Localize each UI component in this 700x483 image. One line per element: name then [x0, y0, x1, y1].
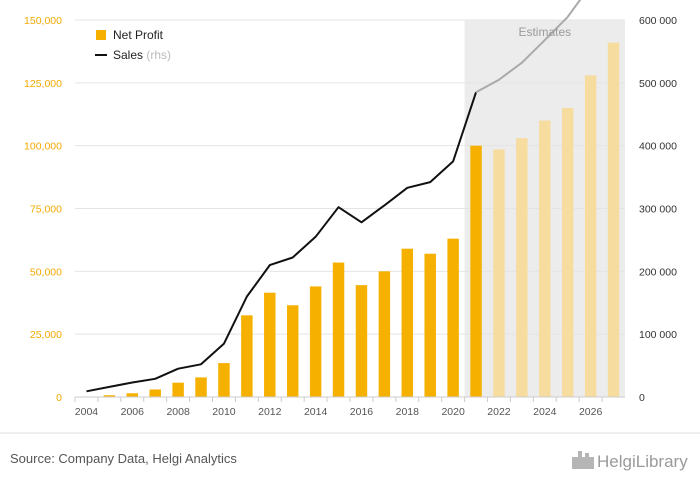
net-profit-bar — [126, 393, 139, 397]
legend-sales-suffix: (rhs) — [146, 48, 171, 62]
right-axis-tick-label: 400 000 — [639, 141, 677, 153]
net-profit-bar — [355, 285, 368, 397]
x-axis-tick-label: 2004 — [75, 406, 99, 418]
left-axis-tick-label: 75,000 — [30, 204, 62, 216]
logo-icon-tower-2 — [585, 453, 589, 457]
x-axis-tick-label: 2024 — [533, 406, 557, 418]
net-profit-bar — [241, 315, 253, 397]
net-profit-bar — [561, 107, 574, 397]
net-profit-bar — [493, 149, 505, 397]
x-axis-tick-label: 2006 — [121, 406, 145, 418]
net-profit-bar — [401, 248, 414, 397]
right-axis-tick-label: 300 000 — [639, 204, 677, 216]
legend-sales-label: Sales (rhs) — [113, 48, 171, 62]
sales-line-actual — [86, 91, 477, 393]
net-profit-bar — [332, 262, 345, 397]
right-axis-tick-label: 100 000 — [639, 329, 677, 341]
net-profit-bar — [218, 363, 230, 397]
right-axis-tick-label: 200 000 — [639, 266, 677, 278]
legend: Net Profit Sales (rhs) — [95, 28, 171, 62]
left-axis: 0 25,000 50,000 75,000 100,000 125,000 150,000 — [24, 15, 62, 404]
right-axis-tick-label: 500 000 — [639, 78, 677, 90]
net-profit-bar — [149, 389, 161, 397]
estimates-label: Estimates — [518, 25, 571, 39]
x-axis-tick-label: 2008 — [166, 406, 190, 418]
net-profit-bar — [447, 238, 459, 397]
net-profit-bars — [103, 42, 620, 398]
net-profit-bar — [172, 382, 184, 397]
helgi-library-logo: HelgiLibrary — [572, 451, 688, 471]
net-profit-bar — [195, 377, 207, 397]
x-axis-tick-label: 2026 — [579, 406, 603, 418]
x-axis-tick-label: 2018 — [396, 406, 420, 418]
net-profit-bar — [607, 42, 620, 398]
x-axis-tick-label: 2012 — [258, 406, 282, 418]
legend-net-profit-label: Net Profit — [113, 28, 164, 42]
net-profit-bar — [470, 145, 482, 397]
logo-icon-tower — [578, 451, 582, 457]
net-profit-bar — [584, 75, 597, 397]
net-profit-bar — [309, 286, 322, 397]
x-axis-tick-label: 2010 — [212, 406, 236, 418]
sales-line-estimate — [475, 0, 582, 94]
left-axis-tick-label: 25,000 — [30, 329, 62, 341]
net-profit-bar — [103, 395, 116, 397]
left-axis-tick-label: 100,000 — [24, 141, 62, 153]
net-profit-bar — [516, 138, 528, 398]
legend-sales-name: Sales — [113, 48, 143, 62]
left-axis-tick-label: 50,000 — [30, 266, 62, 278]
grid — [75, 19, 625, 335]
net-profit-bar — [539, 120, 551, 398]
left-axis-tick-label: 0 — [56, 392, 62, 404]
left-axis-tick-label: 125,000 — [24, 78, 62, 90]
x-axis-tick-label: 2014 — [304, 406, 328, 418]
source-note: Source: Company Data, Helgi Analytics — [10, 451, 237, 466]
right-axis: 0 100 000 200 000 300 000 400 000 500 000 600 … — [639, 15, 677, 404]
legend-net-profit-swatch — [96, 30, 106, 40]
net-profit-bar — [286, 305, 299, 397]
logo-text: HelgiLibrary — [597, 452, 688, 471]
right-axis-tick-label: 0 — [639, 392, 645, 404]
net-profit-bar — [424, 253, 436, 397]
net-profit-bar — [264, 292, 276, 397]
right-axis-tick-label: 600 000 — [639, 15, 677, 27]
x-axis-tick-label: 2016 — [350, 406, 374, 418]
x-axis-tick-label: 2022 — [487, 406, 511, 418]
logo-icon — [572, 457, 594, 469]
sales-line — [86, 0, 582, 393]
x-axis-tick-label: 2020 — [441, 406, 465, 418]
left-axis-tick-label: 150,000 — [24, 15, 62, 27]
x-axis: 2004 2006 2008 2010 2012 2014 2016 2018 2020 2022… — [74, 396, 625, 418]
net-profit-bar — [378, 271, 391, 397]
